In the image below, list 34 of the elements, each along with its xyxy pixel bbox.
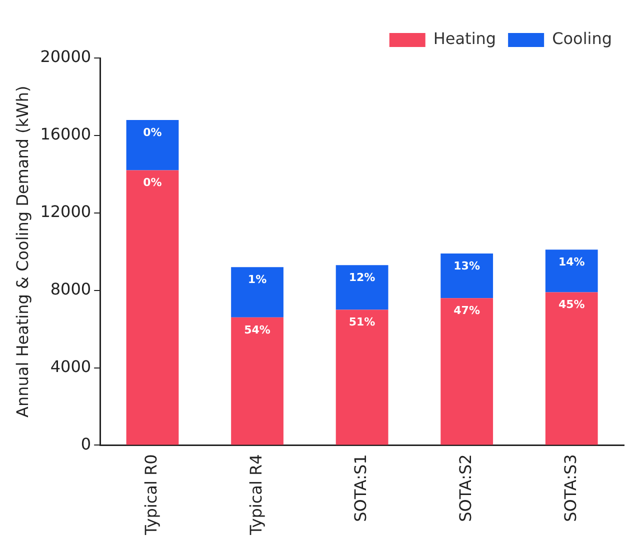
bar [440,298,494,445]
bar [545,250,598,292]
bar [126,120,179,170]
y-tick-label: 4000 [50,356,92,376]
bar [231,267,284,318]
legend-label: Heating [433,29,496,48]
bar [231,317,284,445]
bar [440,254,494,298]
annotation: 13% [454,259,480,272]
y-tick-label: 8000 [50,279,92,298]
bar [336,310,388,445]
x-tick-label: SOTA:S3 [560,454,580,522]
bar [336,265,388,310]
annotation: 47% [454,304,480,317]
annotation: 0% [143,176,162,190]
bar [126,170,179,445]
x-tick-label: Typical R0 [142,454,161,536]
bar [545,292,598,445]
x-tick-label: SOTA:S2 [456,454,475,522]
x-tick-label: SOTA:S1 [351,454,370,522]
y-axis-title: Annual Heating & Cooling Demand (kWh) [12,86,32,418]
annotation: 45% [558,298,585,312]
annotation: 12% [348,271,376,284]
y-tick-label: 0 [80,434,92,454]
y-tick-label: 20000 [40,47,92,66]
annotation: 54% [244,323,270,336]
annotation: 51% [348,316,376,329]
annotation: 14% [558,256,585,269]
x-tick-label: Typical R4 [246,454,266,536]
annotation: 0% [143,126,162,139]
y-tick-label: 12000 [40,202,92,222]
legend-label: Cooling [552,29,612,48]
y-tick-label: 16000 [40,124,92,144]
annotation: 1% [248,272,267,286]
